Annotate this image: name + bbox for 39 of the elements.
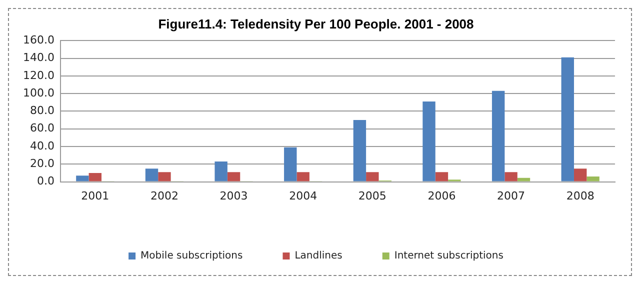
legend-label: Internet subscriptions [394,250,504,262]
y-tick-label: 0.0 [36,174,54,188]
y-tick-label: 100.0 [22,86,54,100]
x-tick-label: 2003 [220,189,248,202]
bar [435,172,448,182]
bar [284,147,297,182]
x-tick-label: 2001 [81,189,110,202]
bar [574,168,587,182]
x-tick-label: 2005 [358,189,386,202]
bar [422,101,436,182]
y-tick-label: 160.0 [22,33,54,46]
bar [586,176,600,182]
y-tick-label: 120.0 [22,68,54,82]
y-tick-label: 80.0 [30,104,54,118]
bar [145,168,158,182]
chart-title: Figure11.4: Teledensity Per 100 People. 2001 - 2008 [158,16,474,32]
x-tick-label: 2006 [428,189,456,202]
x-tick-label: 2007 [497,189,526,202]
bar [296,172,310,182]
x-tick-label: 2002 [150,189,178,202]
bar [517,178,530,182]
bar [88,172,102,182]
bar [158,172,171,182]
bar [227,172,240,182]
bar [76,176,89,182]
bar [561,57,574,182]
y-tick-label: 20.0 [30,157,54,170]
legend-label: Mobile subscriptions [140,250,243,262]
bar [353,120,366,182]
x-tick-label: 2004 [289,189,318,202]
y-tick-label: 60.0 [30,122,54,135]
y-tick-label: 40.0 [30,139,54,152]
y-tick-label: 140.0 [22,51,54,64]
bar [504,172,518,182]
bar [214,162,228,182]
bar [492,90,505,182]
legend-label: Landlines [294,250,342,262]
bar [366,172,379,182]
x-tick-label: 2008 [566,189,594,202]
